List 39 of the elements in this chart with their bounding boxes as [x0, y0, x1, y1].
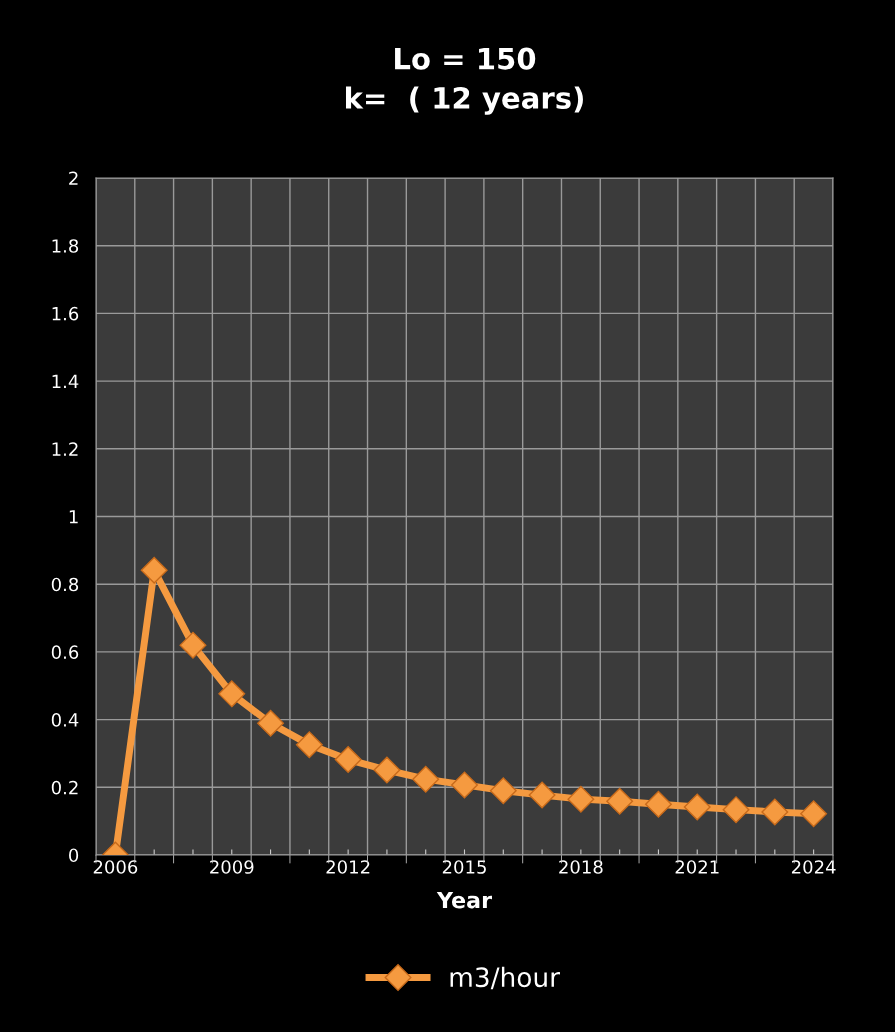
- x-tick-label: 2024: [791, 860, 836, 874]
- y-tick-label: 1.2: [52, 442, 78, 456]
- point: [179, 631, 207, 659]
- point: [683, 793, 711, 821]
- y-tick-label: 1.8: [52, 239, 79, 253]
- y-tick-label: 0.6: [51, 645, 79, 660]
- y-tick-label: 0: [69, 848, 79, 863]
- point: [412, 765, 440, 793]
- point: [644, 790, 672, 818]
- y-tick-label: 0.8: [51, 577, 79, 592]
- y-tick-label: 0.2: [51, 780, 78, 795]
- x-tick-label: 2018: [559, 860, 603, 874]
- point: [567, 785, 595, 813]
- point: [489, 777, 517, 805]
- y-tick-label: 2: [69, 171, 78, 185]
- point: [800, 800, 828, 828]
- x-axis-title: Year: [436, 891, 492, 909]
- x-tick-label: 2009: [210, 860, 254, 874]
- point: [528, 781, 556, 809]
- y-tick-label: 1: [69, 510, 78, 524]
- point: [761, 798, 789, 826]
- x-tick-label: 2015: [442, 860, 486, 874]
- point: [140, 556, 168, 584]
- legend-label: m3/hour: [450, 966, 560, 990]
- point: [218, 680, 246, 708]
- point: [334, 746, 362, 774]
- x-tick-label: 2012: [326, 860, 370, 874]
- point: [606, 787, 634, 815]
- point: [295, 731, 323, 759]
- point: [451, 771, 478, 799]
- x-tick-label: 2006: [93, 860, 138, 874]
- point: [257, 709, 285, 737]
- y-tick-label: 1.6: [52, 306, 79, 321]
- y-tick-label: 0.4: [51, 713, 79, 727]
- point: [722, 796, 750, 824]
- y-tick-label: 1.4: [52, 374, 79, 388]
- x-tick-label: 2021: [675, 860, 719, 874]
- chart-title: Lo = 150 k= ( 12 years): [345, 47, 583, 115]
- point: [373, 756, 401, 784]
